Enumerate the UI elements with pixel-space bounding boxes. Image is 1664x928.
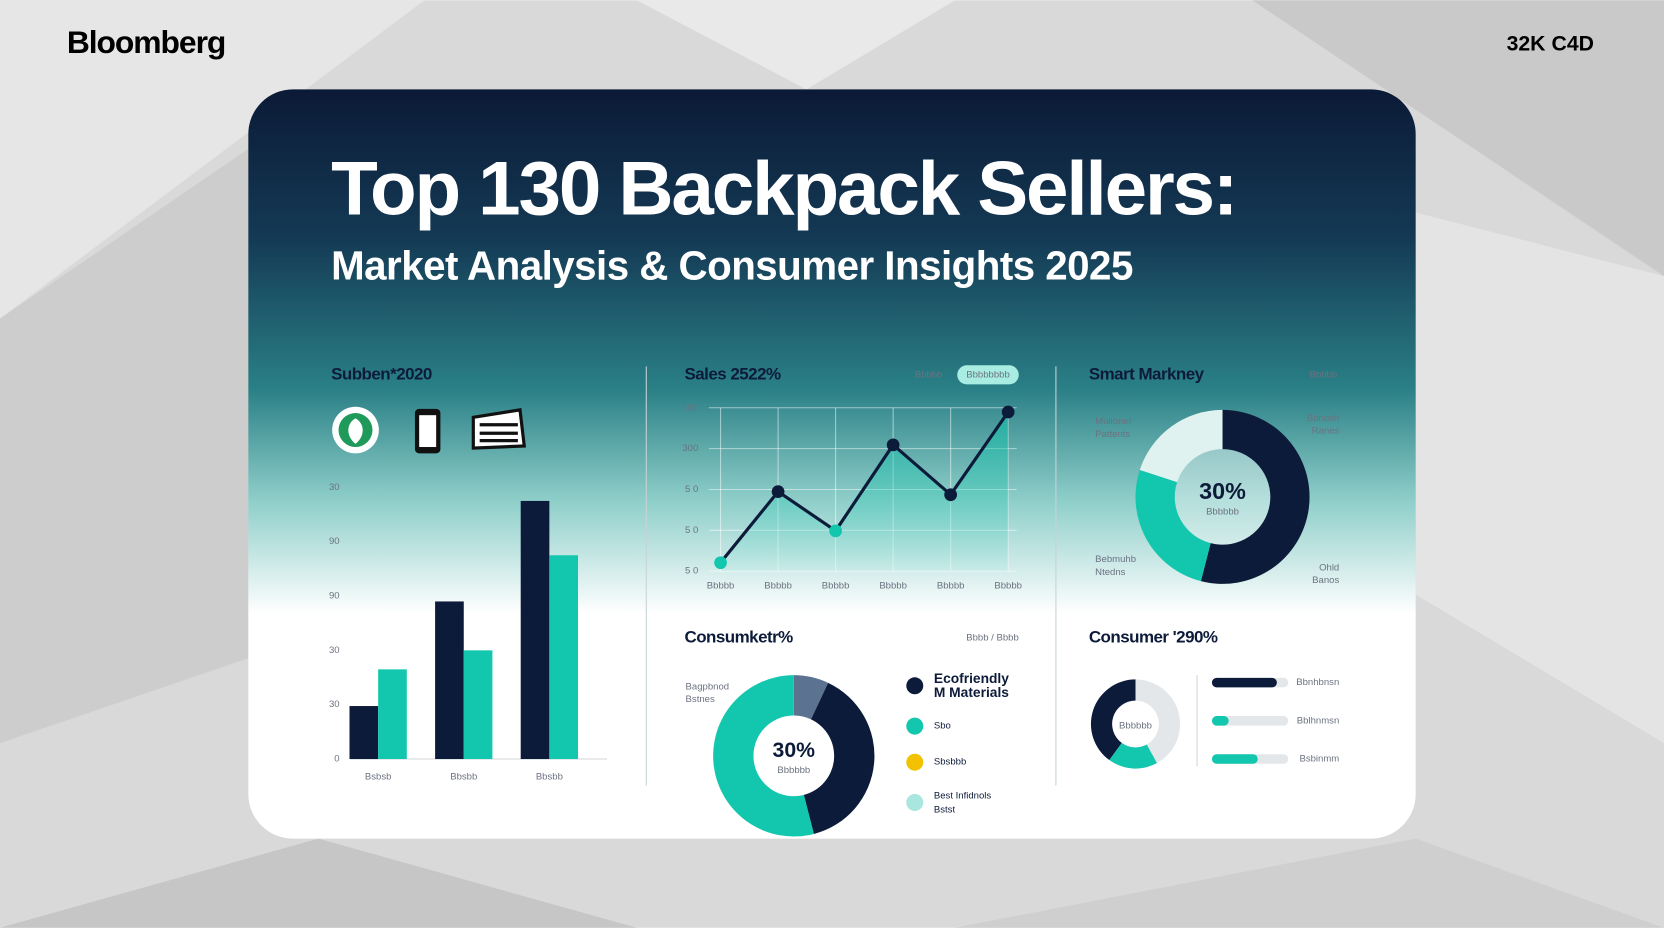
donut-segment	[1139, 409, 1223, 483]
panel-tag: Bbbbb	[915, 369, 943, 380]
bar	[1211, 677, 1277, 688]
brand: Bloomberg	[67, 24, 225, 60]
legend-label: Sbo	[934, 721, 951, 732]
x-label: Bbbbb	[822, 581, 850, 592]
side-label: Bstnes	[686, 694, 715, 705]
x-label: Bbbbb	[937, 581, 965, 592]
area	[720, 412, 1009, 572]
x-label: Bbbbb	[764, 581, 792, 592]
x-label: Bbsbb	[536, 772, 563, 783]
axis-label: 30	[329, 482, 340, 493]
bar	[349, 706, 379, 760]
axis-label: 90	[329, 536, 340, 547]
panel-tag: Bbbb / Bbbb	[966, 633, 1019, 644]
panel-title: Subben*2020	[331, 364, 432, 383]
donut-segment	[1135, 679, 1181, 764]
legend-label: Best Infidnols	[934, 791, 992, 802]
panel-title: Consumketr%	[684, 628, 793, 647]
donut-hole	[1174, 449, 1271, 545]
donut-label: Mulioner	[1095, 416, 1132, 427]
axis-label: 5 0	[685, 566, 698, 577]
legend-label: Sbsbbb	[934, 757, 966, 768]
donut-hole	[1112, 700, 1159, 748]
bar-label: Bblhnmsn	[1297, 715, 1339, 726]
legend-swatch	[906, 753, 924, 771]
point	[944, 488, 958, 502]
axis-label: 5 0	[685, 525, 698, 536]
title: Top 130 Backpack Sellers:	[331, 147, 1236, 232]
donut-center: 30%	[773, 739, 816, 762]
subtitle: Market Analysis & Consumer Insights 2025	[331, 242, 1133, 288]
donut-label: Bebmuhb	[1095, 554, 1136, 565]
bar-label: Bsbinmm	[1299, 754, 1339, 765]
x-label: Bbbbb	[879, 581, 907, 592]
donut-note: Bbbbbb	[1206, 506, 1239, 517]
axis-label: 100	[682, 402, 698, 413]
bar	[378, 669, 407, 760]
pill-label: Bbbbbbbb	[966, 369, 1010, 380]
bar	[1211, 754, 1258, 764]
donut-center: 30%	[1199, 478, 1246, 504]
panel-title: Sales 2522%	[684, 364, 781, 383]
donut-segment	[803, 682, 875, 834]
axis-label: 30	[329, 699, 340, 710]
axis-label: 0	[334, 754, 339, 765]
panel-title: Consumer '290%	[1089, 628, 1218, 647]
donut-label: Ohld	[1319, 563, 1339, 574]
point	[771, 485, 785, 498]
legend-swatch	[906, 717, 924, 735]
bar-label: Bbnhbnsn	[1296, 677, 1339, 688]
bar	[435, 601, 464, 760]
icons	[332, 406, 527, 454]
donut-label: Ntedns	[1095, 567, 1125, 578]
donut-segment	[1200, 409, 1310, 584]
axis-label: 5 0	[685, 484, 698, 495]
legend-label: Bstst	[934, 804, 956, 815]
badge: C4D	[1552, 32, 1594, 55]
side-label: Bagpbnod	[686, 681, 730, 692]
axis-label: 300	[682, 443, 698, 454]
donut-segment	[793, 675, 829, 720]
donut-note: Bbbbbb	[1119, 721, 1152, 732]
donut-hole	[753, 715, 835, 797]
legend-swatch	[906, 794, 924, 812]
donut-label: Banos	[1312, 575, 1339, 586]
legend-label: Ecofriendly	[934, 671, 1009, 686]
donut-label: Pattents	[1095, 429, 1130, 440]
donut-segment	[1109, 742, 1157, 769]
legend-label: M Materials	[934, 685, 1009, 700]
point	[714, 556, 727, 570]
panel-title: Smart Markney	[1089, 364, 1205, 383]
donut-label: Ranes	[1312, 426, 1340, 437]
bar	[520, 500, 550, 760]
badge: 32K	[1507, 32, 1547, 55]
point	[1001, 405, 1015, 419]
donut-segment	[713, 675, 814, 837]
bar-track	[1211, 716, 1289, 726]
x-label: Bsbsb	[365, 772, 392, 783]
bar	[549, 555, 579, 760]
donut-label: Bbnosh	[1307, 413, 1339, 424]
legend-swatch	[906, 677, 924, 695]
panel-tag: Bbbbb	[1310, 369, 1338, 380]
donut-note: Bbbbbb	[777, 765, 810, 776]
donut-segment	[1135, 470, 1211, 582]
point	[886, 438, 900, 452]
x-label: Bbbbb	[707, 581, 735, 592]
bar	[1211, 716, 1229, 726]
bar	[463, 650, 493, 760]
x-label: Bbsbb	[450, 772, 477, 783]
line	[719, 411, 1010, 564]
x-label: Bbbbb	[994, 581, 1022, 592]
axis-label: 90	[329, 591, 340, 602]
donut-segment	[1090, 679, 1136, 761]
point	[829, 524, 842, 538]
axis-label: 30	[329, 645, 340, 656]
pill	[957, 365, 1019, 385]
